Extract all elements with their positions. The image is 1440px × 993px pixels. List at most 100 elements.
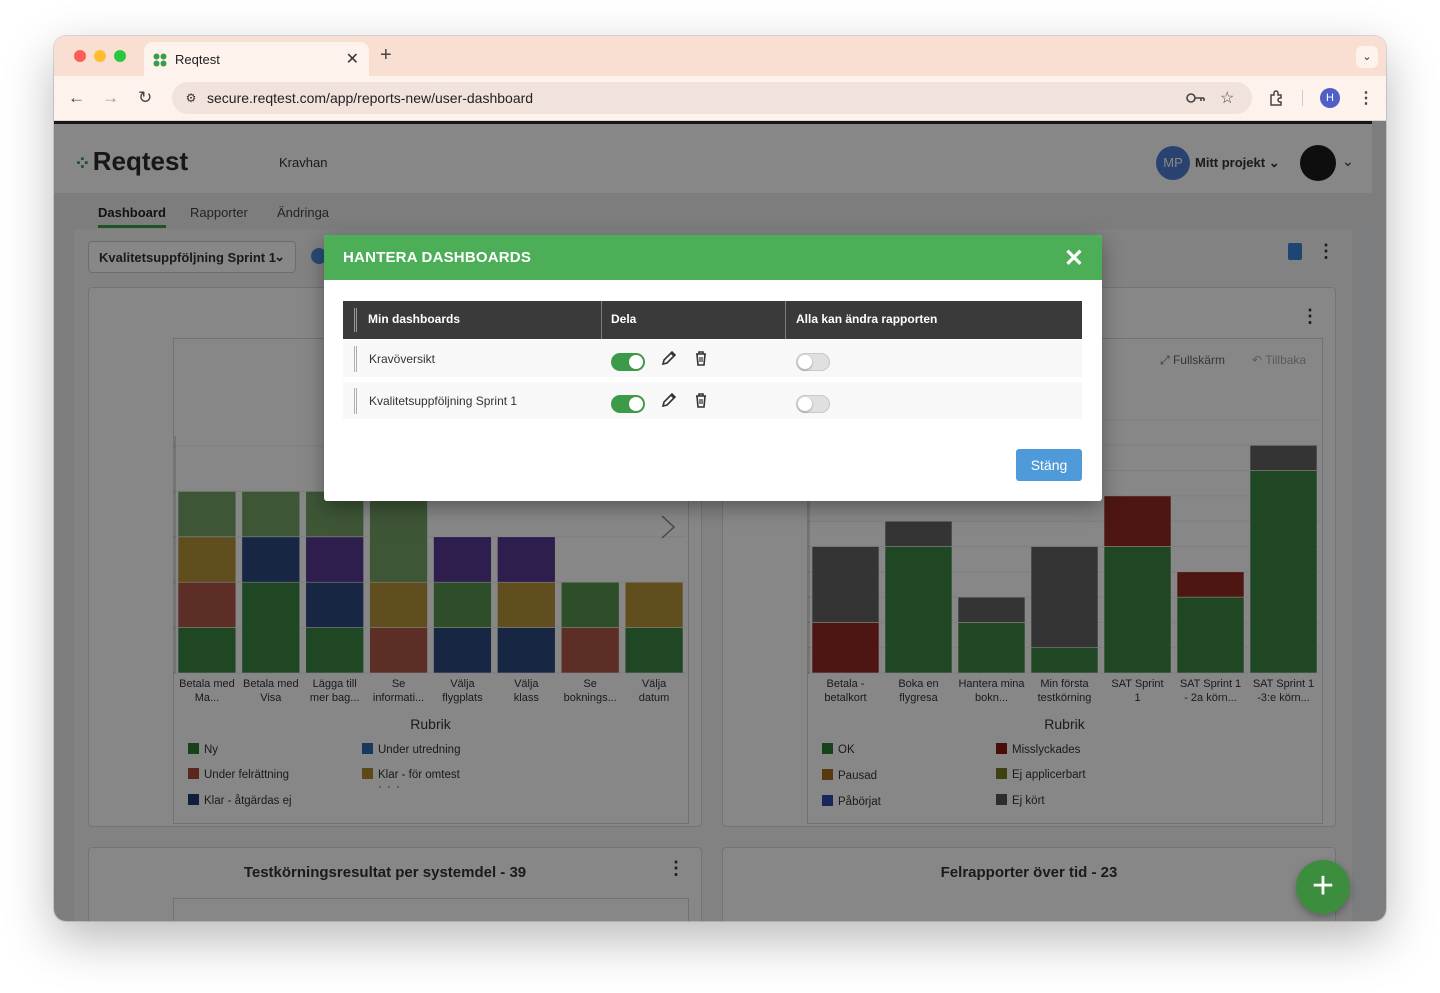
legend-label: Ej kört	[1012, 795, 1045, 807]
bar-segment[interactable]	[433, 536, 492, 583]
legend-item[interactable]: OK	[822, 743, 855, 756]
new-tab-icon[interactable]: +	[380, 44, 392, 66]
user-avatar[interactable]	[1300, 145, 1336, 181]
back-button[interactable]: ↶ Tillbaka	[1252, 353, 1306, 367]
tab-search-chevron-icon[interactable]: ⌄	[1356, 46, 1378, 68]
chevron-right-icon[interactable]	[661, 515, 676, 539]
legend-item[interactable]: Ny	[188, 743, 218, 756]
bar-segment[interactable]	[241, 491, 301, 538]
dashboard-select[interactable]: Kvalitetsuppföljning Sprint 1 ⌄	[88, 241, 296, 273]
all-can-edit-toggle[interactable]	[796, 395, 830, 413]
add-widget-button[interactable]: +	[1296, 860, 1350, 914]
bar-segment[interactable]	[177, 627, 237, 674]
legend-item[interactable]: Under utredning	[362, 743, 460, 756]
edit-pencil-icon[interactable]	[659, 348, 679, 368]
profile-avatar[interactable]: H	[1320, 88, 1340, 108]
bar-segment[interactable]	[177, 536, 237, 583]
bar-segment[interactable]	[884, 546, 953, 674]
bar-segment[interactable]	[1030, 546, 1099, 648]
close-icon[interactable]: ✕	[1063, 245, 1084, 272]
trash-icon[interactable]	[691, 348, 711, 368]
bar-segment[interactable]	[1103, 495, 1172, 547]
edit-pencil-icon[interactable]	[659, 390, 679, 410]
bar-segment[interactable]	[369, 581, 428, 628]
bar-segment[interactable]	[957, 596, 1026, 623]
bar-segment[interactable]	[1103, 546, 1172, 674]
drag-handle-icon[interactable]	[354, 346, 357, 372]
bar-segment[interactable]	[957, 622, 1026, 674]
close-button[interactable]: Stäng	[1016, 449, 1082, 481]
add-report-icon[interactable]	[1288, 243, 1302, 260]
close-tab-icon[interactable]: ✕	[345, 51, 359, 68]
bar-segment[interactable]	[1030, 647, 1099, 674]
legend-item[interactable]: Pausad	[822, 769, 877, 782]
trash-icon[interactable]	[691, 390, 711, 410]
url-text[interactable]: secure.reqtest.com/app/reports-new/user-…	[207, 90, 534, 106]
share-toggle[interactable]	[611, 353, 645, 371]
bar-chart-status: 012345Antal FelrapporterBetala medMa...B…	[105, 436, 686, 732]
bar-segment[interactable]	[241, 536, 301, 583]
project-selector[interactable]: Mitt projekt ⌄	[1195, 155, 1280, 171]
tab-reports[interactable]: Rapporter	[190, 205, 248, 220]
all-can-edit-toggle[interactable]	[796, 353, 830, 371]
user-menu-chevron-icon[interactable]: ⌄	[1342, 153, 1354, 169]
bar-segment[interactable]	[241, 581, 301, 674]
bar-segment[interactable]	[1176, 571, 1245, 598]
legend-item[interactable]: Påbörjat	[822, 795, 881, 808]
bar-segment[interactable]	[1176, 596, 1245, 674]
bar-segment[interactable]	[305, 627, 364, 674]
bar-segment[interactable]	[560, 581, 620, 628]
password-key-icon[interactable]	[1186, 91, 1206, 105]
info-icon[interactable]	[311, 248, 327, 264]
bar-segment[interactable]	[624, 581, 684, 628]
tab-dashboard[interactable]: Dashboard	[98, 205, 166, 228]
fullscreen-button[interactable]: ⤢ Fullskärm	[1160, 353, 1225, 368]
modal-overlay[interactable]: HANTERA DASHBOARDS ✕ Min dashboards Dela…	[54, 121, 1386, 921]
bar-segment[interactable]	[177, 581, 237, 628]
minimize-window-button[interactable]	[94, 50, 106, 62]
close-window-button[interactable]	[74, 50, 86, 62]
bar-segment[interactable]	[369, 491, 428, 583]
reload-icon[interactable]: ↻	[138, 88, 153, 107]
bookmark-star-icon[interactable]: ☆	[1220, 90, 1235, 107]
legend-item[interactable]: Ej applicerbart	[996, 768, 1086, 781]
maximize-window-button[interactable]	[114, 50, 126, 62]
legend-item[interactable]: Misslyckades	[996, 743, 1080, 756]
bar-segment[interactable]	[624, 627, 684, 674]
bar-segment[interactable]	[305, 581, 364, 628]
bar-segment[interactable]	[305, 536, 364, 583]
nav-requirements[interactable]: Kravhan	[279, 155, 328, 170]
legend-item[interactable]: Klar - åtgärdas ej	[188, 794, 292, 807]
reqtest-logo[interactable]: ⁘Reqtest	[74, 146, 188, 177]
bar-segment[interactable]	[1249, 445, 1318, 471]
bar-segment[interactable]	[497, 536, 556, 583]
bar-segment[interactable]	[1249, 470, 1318, 674]
bar-segment[interactable]	[884, 520, 953, 547]
browser-menu-icon[interactable]: ⋮	[1358, 90, 1374, 107]
site-info-icon[interactable]: ⚙	[185, 91, 197, 105]
bar-segment[interactable]	[433, 581, 492, 628]
legend-item[interactable]: Ej kört	[996, 794, 1045, 807]
legend-item[interactable]: Under felrättning	[188, 768, 289, 781]
logo-text: Reqtest	[92, 146, 189, 176]
bar-segment[interactable]	[560, 627, 620, 674]
share-toggle[interactable]	[611, 395, 645, 413]
bar-segment[interactable]	[811, 622, 880, 674]
legend-swatch	[188, 743, 199, 754]
bar-segment[interactable]	[811, 546, 880, 623]
bar-segment[interactable]	[497, 627, 556, 674]
browser-tab[interactable]: Reqtest ✕	[144, 42, 369, 76]
legend-item[interactable]: Klar - för omtest	[362, 768, 460, 781]
tab-changes[interactable]: Ändringa	[277, 205, 330, 220]
browser-tabstrip: Reqtest ✕ + ⌄	[54, 36, 1386, 76]
bar-segment[interactable]	[433, 627, 492, 674]
address-bar[interactable]: ⚙ secure.reqtest.com/app/reports-new/use…	[172, 82, 1252, 114]
drag-handle-icon[interactable]	[354, 388, 357, 414]
forward-arrow-icon[interactable]: →	[102, 88, 119, 107]
extensions-puzzle-icon[interactable]	[1268, 89, 1286, 107]
legend-more[interactable]: · · ·	[378, 781, 401, 793]
project-name: Mitt projekt	[1195, 155, 1266, 170]
project-avatar[interactable]: MP	[1156, 146, 1190, 180]
bar-segment[interactable]	[177, 491, 237, 538]
back-arrow-icon[interactable]: ←	[68, 88, 85, 107]
